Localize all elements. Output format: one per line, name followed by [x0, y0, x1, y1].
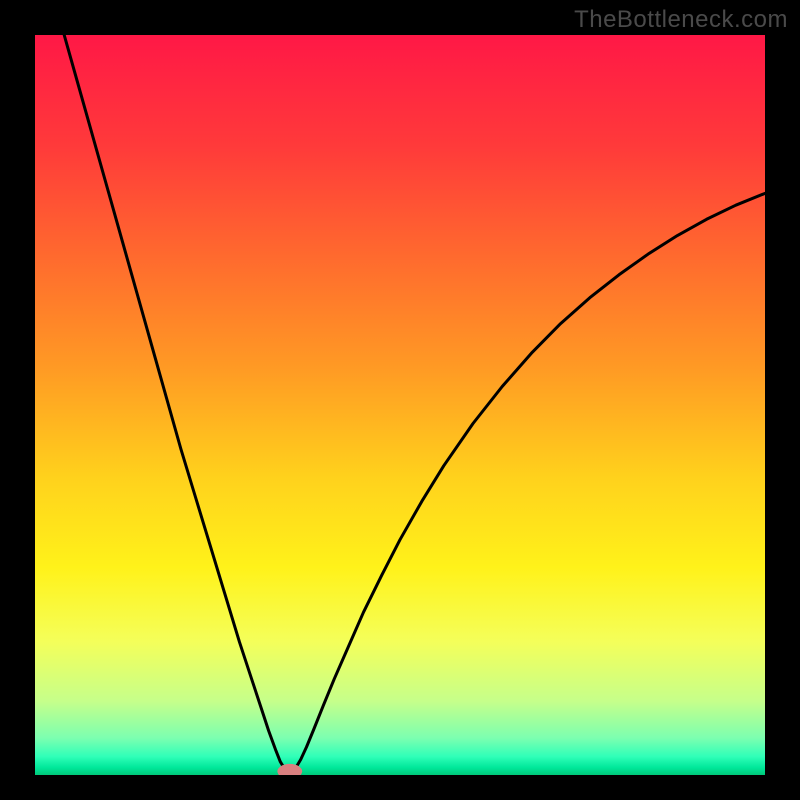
- plot-area: [35, 35, 765, 775]
- plot-svg: [35, 35, 765, 775]
- plot-background: [35, 35, 765, 775]
- chart-container: TheBottleneck.com: [0, 0, 800, 800]
- watermark-text: TheBottleneck.com: [574, 6, 788, 34]
